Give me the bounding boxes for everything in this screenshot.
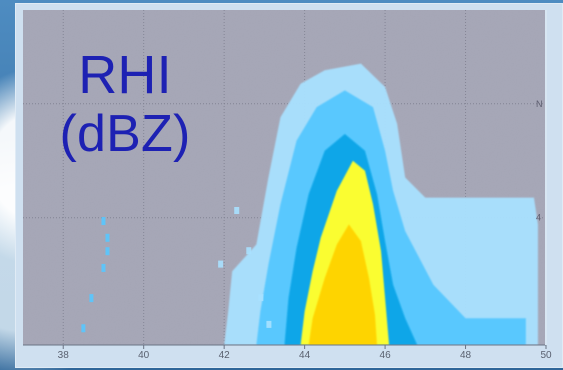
echo-speckle (101, 263, 106, 272)
x-tick-label: 42 (219, 350, 231, 361)
echo-speckle (89, 294, 94, 303)
right-tick-labels: N4 (536, 99, 543, 223)
x-tick-label: 48 (460, 350, 472, 361)
x-tick-label: 38 (58, 350, 70, 361)
axes-group (23, 10, 547, 346)
echo-speckle (266, 320, 272, 328)
echo-speckle (17, 314, 22, 321)
x-tick-label: 44 (299, 350, 311, 361)
x-tick-labels: 38 40 42 44 46 48 50 (58, 345, 552, 361)
echo-speckle (234, 207, 240, 214)
echo-speckle (105, 247, 110, 256)
plot-area (17, 10, 546, 345)
echo-fill-layers (224, 63, 538, 345)
echo-speckle (105, 233, 110, 242)
echo-speckle (218, 260, 224, 268)
rhi-chart: 38 40 42 44 46 48 50 N4 (17, 10, 552, 361)
right-axis-tick-label: 4 (536, 213, 541, 223)
x-tick-label: 40 (138, 350, 150, 361)
x-tick-label: 46 (380, 350, 392, 361)
echo-gold (308, 224, 378, 345)
echo-speckle (246, 247, 252, 255)
echo-speckle (81, 324, 86, 333)
x-tick-label: 50 (540, 350, 552, 361)
echo-speckle (258, 294, 264, 302)
right-axis-tick-label: N (536, 99, 543, 109)
echo-speckles (17, 207, 272, 333)
echo-speckle (101, 217, 106, 226)
